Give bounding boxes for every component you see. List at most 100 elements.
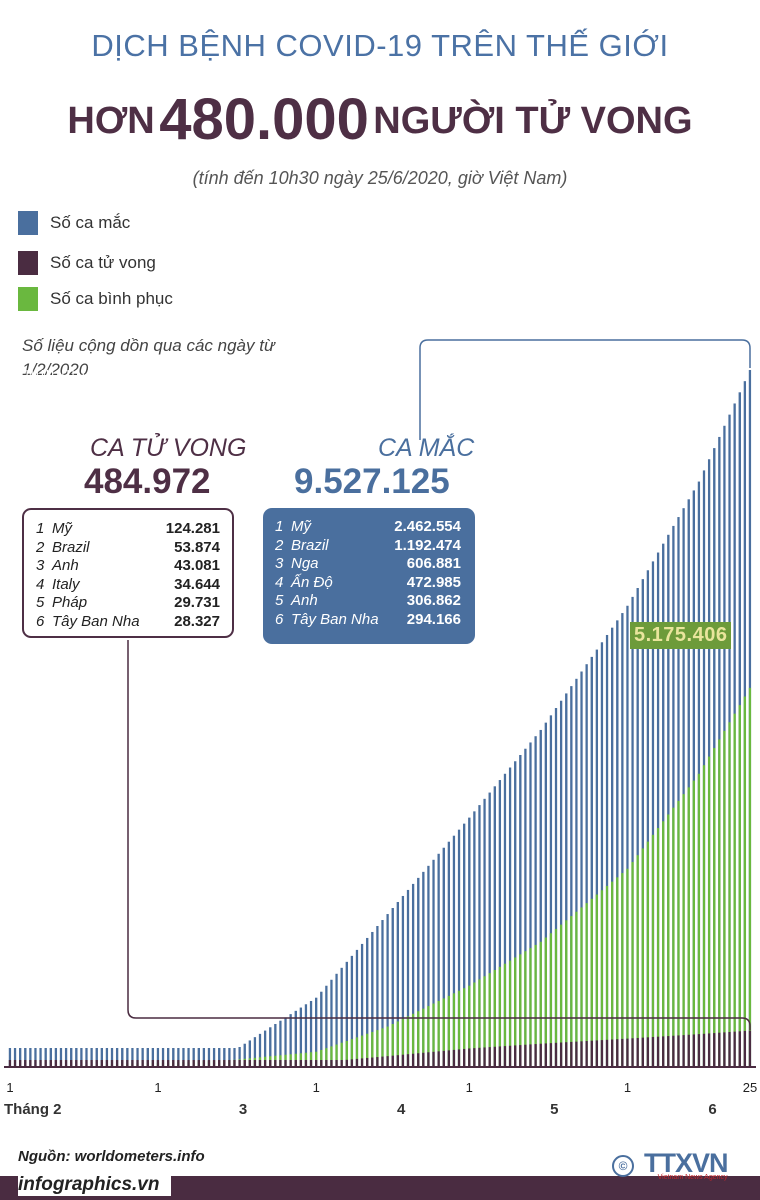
bar-gap <box>623 370 625 1066</box>
rank: 5 <box>36 594 45 611</box>
bar-gap <box>419 370 421 1066</box>
bar-gap <box>684 370 687 1066</box>
bar-deaths <box>146 1060 149 1066</box>
bar-gap <box>541 370 544 1066</box>
bar-gap <box>307 370 309 1066</box>
bar-deaths <box>631 1038 634 1066</box>
bar-cases <box>207 1048 211 1066</box>
bar-deaths <box>75 1060 78 1066</box>
bar-deaths <box>100 1060 104 1066</box>
bar-recovered <box>656 828 660 1066</box>
bar-gap <box>710 370 712 1066</box>
bar-deaths <box>391 1055 394 1066</box>
bar-gap <box>113 370 115 1066</box>
headline-suffix: NGƯỜI TỬ VONG <box>373 100 693 142</box>
bar-deaths <box>182 1060 185 1066</box>
x-tick-day: 1 <box>313 1080 320 1095</box>
bar-deaths <box>498 1046 502 1066</box>
bar-cases <box>570 686 573 1066</box>
bar-cases <box>662 543 665 1066</box>
logo-subtext: Vietnam News Agency <box>657 1174 728 1181</box>
bar-recovered <box>452 993 456 1066</box>
bar-deaths <box>151 1060 155 1066</box>
bar-recovered <box>304 1052 308 1066</box>
bar-recovered <box>325 1048 328 1066</box>
bar-gap <box>312 370 314 1066</box>
bar-cases <box>611 627 614 1066</box>
bar-gap <box>674 370 676 1066</box>
bar-gap <box>465 370 467 1066</box>
deaths-top-countries: 1 Mỹ 124.281 2 Brazil 53.874 3 Anh 43.081 4 Ita… <box>22 508 234 638</box>
bar-recovered <box>554 928 558 1066</box>
value: 28.327 <box>174 612 220 630</box>
cases-row: 1 Mỹ 2.462.554 <box>275 518 461 537</box>
bar-gap <box>506 370 508 1066</box>
bar-cases <box>524 748 527 1066</box>
bar-cases <box>340 967 343 1066</box>
bar-cases <box>682 508 685 1066</box>
bar-gap <box>695 370 697 1066</box>
bar-deaths <box>350 1059 354 1066</box>
bar-cases <box>646 570 650 1066</box>
bar-cases <box>192 1048 195 1066</box>
bar-cases <box>452 835 456 1066</box>
bar-recovered <box>478 979 481 1066</box>
bar-gap <box>587 370 590 1066</box>
bar-deaths <box>360 1058 364 1066</box>
bar-gap <box>332 370 334 1066</box>
bar-gap <box>215 370 217 1066</box>
bar-gap <box>603 370 605 1066</box>
bar-deaths <box>667 1036 670 1066</box>
bar-deaths <box>733 1031 736 1066</box>
bar-cases <box>330 979 333 1066</box>
bar-deaths <box>366 1057 369 1066</box>
bar-deaths <box>728 1032 731 1066</box>
bar-gap <box>715 370 717 1066</box>
bar-gap <box>521 370 523 1066</box>
bar-cases <box>223 1048 226 1066</box>
value: 306.862 <box>406 592 461 609</box>
bar-recovered <box>590 898 593 1066</box>
rank: 3 <box>275 555 284 572</box>
bar-deaths <box>115 1060 119 1066</box>
bar-gap <box>618 370 620 1066</box>
bar-gap <box>194 370 197 1066</box>
bar-gap <box>501 370 503 1066</box>
bar-cases <box>427 865 430 1066</box>
bar-recovered <box>345 1040 349 1066</box>
bar-deaths <box>136 1060 139 1066</box>
bar-gap <box>240 370 243 1066</box>
bar-deaths <box>110 1060 114 1066</box>
bar-deaths <box>406 1054 410 1066</box>
deaths-row: 1 Mỹ 124.281 <box>36 520 220 539</box>
bar-cases <box>406 889 410 1066</box>
bar-deaths <box>616 1039 619 1066</box>
bar-deaths <box>529 1044 532 1066</box>
bar-deaths <box>641 1037 645 1066</box>
bar-cases <box>299 1007 303 1066</box>
bar-deaths <box>44 1060 47 1066</box>
cases-label: CA MẮC <box>378 434 475 462</box>
bar-gap <box>46 370 49 1066</box>
bar-gap <box>87 370 89 1066</box>
bar-deaths <box>718 1032 721 1066</box>
bar-deaths <box>80 1060 83 1066</box>
bar-recovered <box>733 713 736 1066</box>
bar-recovered <box>386 1026 389 1066</box>
bar-gap <box>72 370 74 1066</box>
cases-row: 2 Brazil 1.192.474 <box>275 537 461 556</box>
bar-recovered <box>473 982 476 1066</box>
bar-deaths <box>662 1036 665 1066</box>
bar-cases <box>457 829 461 1066</box>
cases-row: 3 Nga 606.881 <box>275 555 461 574</box>
bar-recovered <box>350 1039 354 1066</box>
bar-gap <box>439 370 442 1066</box>
legend-cases: Số ca mắc <box>18 210 130 236</box>
bar-gap <box>669 370 671 1066</box>
deaths-row: 2 Brazil 53.874 <box>36 539 220 558</box>
bar-cases <box>411 883 415 1066</box>
country: Tây Ban Nha <box>291 610 379 628</box>
bar-deaths <box>656 1036 660 1066</box>
bar-gap <box>291 370 294 1066</box>
bar-cases <box>24 1048 27 1066</box>
